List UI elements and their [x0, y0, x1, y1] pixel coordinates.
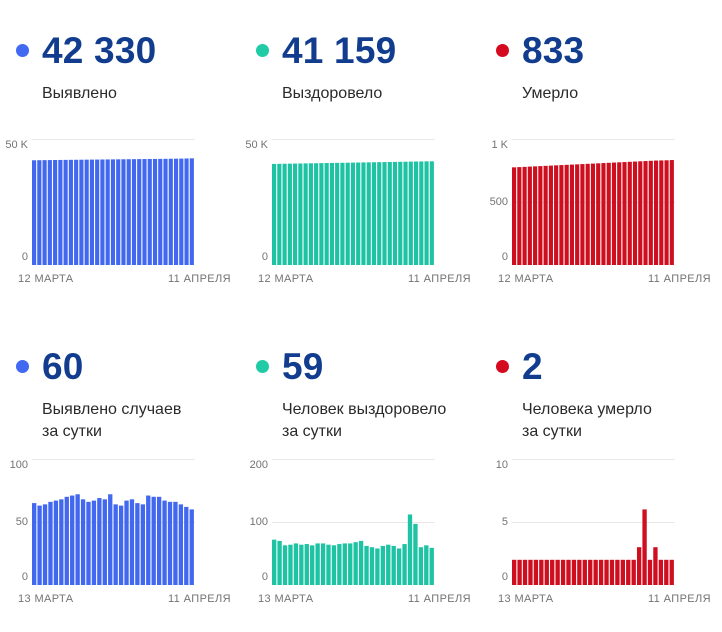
spacer	[435, 139, 471, 265]
daily-died-label: Человека умерло за сутки	[522, 399, 722, 443]
total-recovered-label: Выздоровело	[282, 83, 480, 105]
panel-daily-died: 2 Человека умерло за сутки 10 5 0 13 МАРТА…	[480, 316, 722, 632]
x-axis-end-label: 11 АПРЕЛЯ	[647, 593, 711, 605]
chart-daily-recovered: 200 100 0 13 МАРТА 11 АПРЕЛЯ	[248, 459, 471, 605]
y-axis-tick-label: 0	[261, 571, 268, 583]
x-axis-labels: 13 МАРТА 11 АПРЕЛЯ	[488, 593, 711, 605]
x-axis-end-label: 11 АПРЕЛЯ	[167, 593, 231, 605]
y-axis-labels: 1 K 500 0	[488, 139, 512, 265]
x-axis-end-label: 11 АПРЕЛЯ	[647, 273, 711, 285]
y-axis-tick-label: 5	[501, 516, 508, 528]
spacer	[195, 139, 231, 265]
stat-total-detected: 42 330	[16, 30, 240, 70]
y-axis-tick-label: 0	[501, 251, 508, 263]
x-axis-start-label: 13 МАРТА	[258, 593, 314, 605]
y-axis-tick-label: 0	[501, 571, 508, 583]
x-axis-start-label: 12 МАРТА	[498, 273, 554, 285]
x-axis-labels: 13 МАРТА 11 АПРЕЛЯ	[8, 593, 231, 605]
x-axis-end-label: 11 АПРЕЛЯ	[407, 273, 471, 285]
daily-died-value: 2	[522, 345, 543, 387]
total-recovered-value: 41 159	[282, 29, 397, 71]
y-axis-tick-label: 10	[495, 459, 508, 471]
spacer	[435, 459, 471, 585]
y-axis-labels: 50 K 0	[5, 139, 32, 265]
daily-recovered-label: Человек выздоровело за сутки	[282, 399, 480, 443]
red-dot-icon	[496, 43, 509, 57]
y-axis-tick-label: 0	[21, 251, 28, 263]
stat-daily-recovered: 59	[256, 346, 480, 386]
teal-dot-icon	[256, 359, 269, 373]
chart-total-detected: 50 K 0 12 МАРТА 11 АПРЕЛЯ	[5, 139, 231, 285]
bar-chart-plot[interactable]	[32, 139, 195, 265]
x-axis-labels: 12 МАРТА 11 АПРЕЛЯ	[248, 273, 471, 285]
y-axis-labels: 200 100 0	[248, 459, 272, 585]
x-axis-labels: 12 МАРТА 11 АПРЕЛЯ	[8, 273, 231, 285]
spacer	[675, 139, 711, 265]
panel-daily-recovered: 59 Человек выздоровело за сутки 200 100 0 …	[240, 316, 480, 632]
label-line: Выявлено	[42, 85, 117, 102]
y-axis-labels: 50 K 0	[245, 139, 272, 265]
panel-total-died: 833 Умерло 1 K 500 0 12 МАРТА 11 АПРЕЛЯ	[480, 0, 722, 316]
label-line: Человека умерло	[522, 401, 652, 418]
bar-chart-plot[interactable]	[272, 459, 435, 585]
x-axis-end-label: 11 АПРЕЛЯ	[167, 273, 231, 285]
spacer	[195, 459, 231, 585]
y-axis-labels: 100 50 0	[8, 459, 32, 585]
daily-detected-value: 60	[42, 345, 84, 387]
stat-daily-died: 2	[496, 346, 722, 386]
total-detected-value: 42 330	[42, 29, 157, 71]
label-line: за сутки	[522, 423, 582, 440]
x-axis-start-label: 12 МАРТА	[18, 273, 74, 285]
label-line: за сутки	[42, 423, 102, 440]
y-axis-tick-label: 0	[21, 571, 28, 583]
red-dot-icon	[496, 359, 509, 373]
stat-daily-detected: 60	[16, 346, 240, 386]
stat-total-recovered: 41 159	[256, 30, 480, 70]
bar-chart-plot[interactable]	[512, 459, 675, 585]
chart-total-died: 1 K 500 0 12 МАРТА 11 АПРЕЛЯ	[488, 139, 711, 285]
teal-dot-icon	[256, 43, 269, 57]
y-axis-tick-label: 100	[9, 459, 28, 471]
chart-daily-died: 10 5 0 13 МАРТА 11 АПРЕЛЯ	[488, 459, 711, 605]
y-axis-tick-label: 100	[249, 516, 268, 528]
label-line: Выздоровело	[282, 85, 383, 102]
y-axis-labels: 10 5 0	[488, 459, 512, 585]
blue-dot-icon	[16, 359, 29, 373]
y-axis-tick-label: 1 K	[491, 139, 508, 151]
spacer	[675, 459, 711, 585]
total-detected-label: Выявлено	[42, 83, 240, 105]
y-axis-tick-label: 50 K	[5, 139, 28, 151]
y-axis-tick-label: 0	[261, 251, 268, 263]
daily-detected-label: Выявлено случаев за сутки	[42, 399, 240, 443]
chart-daily-detected: 100 50 0 13 МАРТА 11 АПРЕЛЯ	[8, 459, 231, 605]
x-axis-start-label: 13 МАРТА	[498, 593, 554, 605]
panel-total-detected: 42 330 Выявлено 50 K 0 12 МАРТА 11 АПРЕЛЯ	[0, 0, 240, 316]
bar-chart-plot[interactable]	[512, 139, 675, 265]
y-axis-tick-label: 200	[249, 459, 268, 471]
x-axis-end-label: 11 АПРЕЛЯ	[407, 593, 471, 605]
y-axis-tick-label: 500	[489, 196, 508, 208]
bar-chart-plot[interactable]	[32, 459, 195, 585]
x-axis-start-label: 12 МАРТА	[258, 273, 314, 285]
y-axis-tick-label: 50	[15, 516, 28, 528]
blue-dot-icon	[16, 43, 29, 57]
bar-chart-plot[interactable]	[272, 139, 435, 265]
total-died-value: 833	[522, 29, 585, 71]
label-line: за сутки	[282, 423, 342, 440]
label-line: Выявлено случаев	[42, 401, 182, 418]
label-line: Умерло	[522, 85, 579, 102]
x-axis-labels: 12 МАРТА 11 АПРЕЛЯ	[488, 273, 711, 285]
x-axis-start-label: 13 МАРТА	[18, 593, 74, 605]
panel-daily-detected: 60 Выявлено случаев за сутки 100 50 0 13 М…	[0, 316, 240, 632]
total-died-label: Умерло	[522, 83, 722, 105]
chart-total-recovered: 50 K 0 12 МАРТА 11 АПРЕЛЯ	[245, 139, 471, 285]
y-axis-tick-label: 50 K	[245, 139, 268, 151]
label-line: Человек выздоровело	[282, 401, 447, 418]
panel-total-recovered: 41 159 Выздоровело 50 K 0 12 МАРТА 11 АПР…	[240, 0, 480, 316]
daily-recovered-value: 59	[282, 345, 324, 387]
x-axis-labels: 13 МАРТА 11 АПРЕЛЯ	[248, 593, 471, 605]
stat-total-died: 833	[496, 30, 722, 70]
